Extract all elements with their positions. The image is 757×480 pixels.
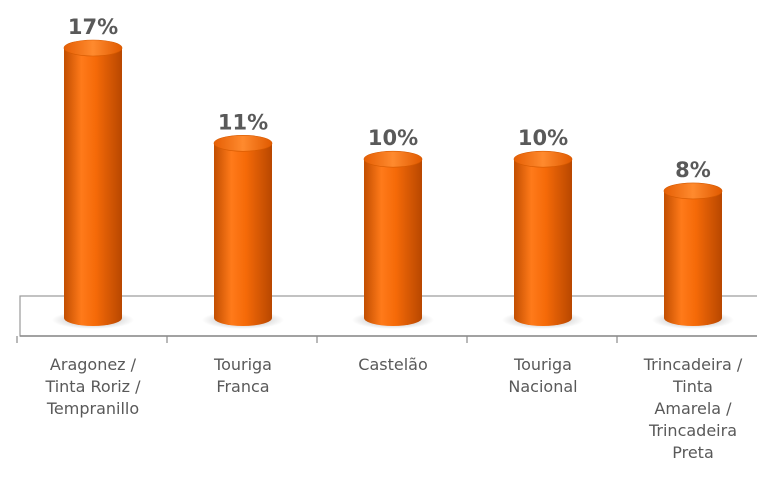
bar-top-cap xyxy=(63,39,123,57)
category-label-line: Trincadeira / xyxy=(643,355,743,374)
bar xyxy=(52,39,134,329)
value-label: 17% xyxy=(68,15,118,39)
value-labels-group: 17% 11% 10% 10% 8% xyxy=(68,15,711,182)
bars-group xyxy=(52,39,734,329)
category-label-line: Nacional xyxy=(508,377,577,396)
value-label: 11% xyxy=(218,110,268,134)
bar-body xyxy=(664,190,722,326)
category-label: Trincadeira / Tinta Amarela / Trincadeira Pr… xyxy=(643,355,743,462)
bar-top-cap xyxy=(663,182,723,200)
bar-body xyxy=(214,143,272,326)
bar xyxy=(652,182,734,329)
category-labels-group: Aragonez / Tinta Roriz / Tempranillo Tourig… xyxy=(44,355,742,462)
bar-top-cap xyxy=(513,150,573,168)
category-label-line: Tinta Roriz / xyxy=(44,377,141,396)
bar-body xyxy=(514,159,572,326)
category-label-line: Preta xyxy=(672,443,714,462)
category-label-line: Trincadeira xyxy=(648,421,737,440)
x-axis-ticks xyxy=(16,336,618,343)
bar xyxy=(202,134,284,329)
category-label-line: Amarela / xyxy=(654,399,732,418)
category-label: Touriga Franca xyxy=(213,355,272,396)
bar xyxy=(502,150,584,329)
value-label: 10% xyxy=(518,126,568,150)
bar-body xyxy=(64,48,122,326)
category-label-line: Touriga xyxy=(513,355,572,374)
bar xyxy=(352,150,434,329)
category-label: Castelão xyxy=(358,355,427,374)
category-label: Aragonez / Tinta Roriz / Tempranillo xyxy=(44,355,141,418)
bar-top-cap xyxy=(363,150,423,168)
bar-body xyxy=(364,159,422,326)
category-label-line: Aragonez / xyxy=(50,355,137,374)
value-label: 10% xyxy=(368,126,418,150)
category-label-line: Tinta xyxy=(672,377,713,396)
category-label-line: Castelão xyxy=(358,355,427,374)
value-label: 8% xyxy=(675,158,711,182)
category-label-line: Tempranillo xyxy=(46,399,139,418)
category-label-line: Franca xyxy=(216,377,269,396)
category-label: Touriga Nacional xyxy=(508,355,577,396)
bar-top-cap xyxy=(213,134,273,152)
category-label-line: Touriga xyxy=(213,355,272,374)
